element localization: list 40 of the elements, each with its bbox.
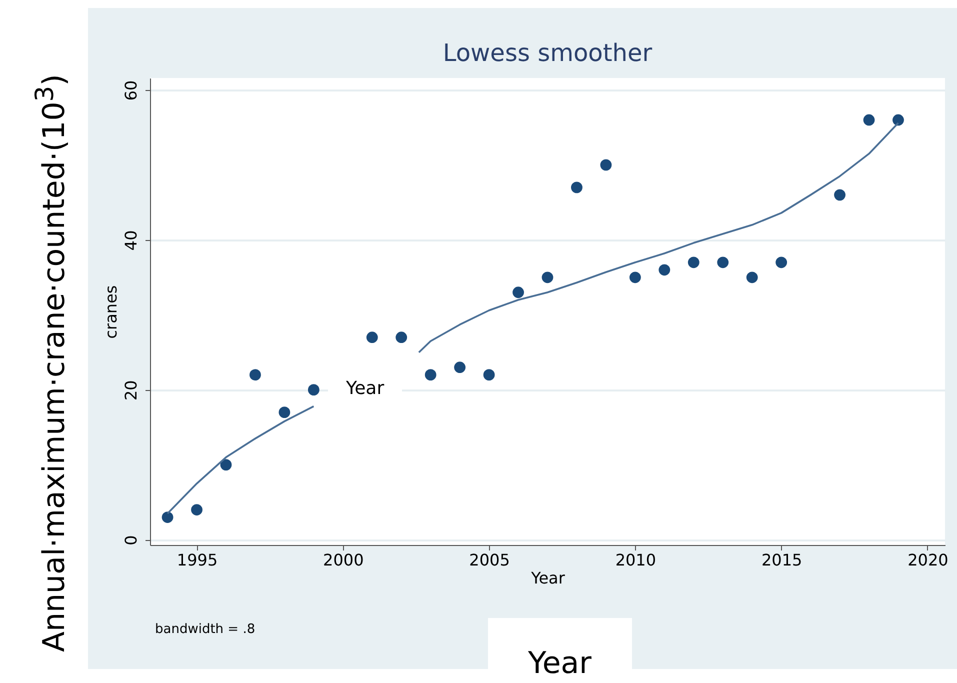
point — [834, 189, 846, 201]
point — [863, 114, 875, 126]
point — [658, 264, 670, 276]
y-axis-title: cranes — [102, 285, 120, 339]
text: Year — [488, 618, 632, 683]
x-tick-label: 1995 — [176, 550, 218, 570]
point — [396, 332, 408, 344]
y-tick-label: 60 — [122, 80, 140, 101]
point — [483, 369, 495, 381]
point — [162, 512, 174, 523]
x-tick-label: 2010 — [615, 550, 656, 570]
x-tick-label: 2005 — [469, 550, 510, 570]
point — [571, 182, 582, 194]
point — [512, 286, 524, 298]
point — [717, 256, 729, 268]
point — [220, 459, 232, 470]
point — [892, 114, 904, 126]
point — [366, 332, 378, 344]
point — [776, 256, 788, 268]
point — [629, 272, 641, 284]
point — [191, 504, 202, 516]
text: bandwidth = .8 — [155, 622, 256, 637]
x-axis-title: Year — [530, 568, 566, 588]
x-tick-label: 2020 — [908, 550, 948, 570]
y-tick-label: 0 — [122, 535, 140, 546]
point — [688, 256, 700, 268]
point — [746, 272, 758, 284]
y-tick-label: 20 — [122, 380, 140, 401]
point — [308, 384, 320, 396]
point — [542, 272, 554, 284]
x-tick-label: 2015 — [761, 550, 802, 570]
point — [278, 406, 290, 418]
x-tick-label: 2000 — [323, 550, 364, 570]
point — [454, 362, 466, 374]
point — [424, 369, 436, 381]
point — [600, 159, 612, 171]
point — [250, 369, 261, 381]
chart-title: Lowess smoother — [442, 39, 652, 67]
y-tick-label: 40 — [122, 230, 140, 251]
annotation: Year — [328, 370, 402, 409]
